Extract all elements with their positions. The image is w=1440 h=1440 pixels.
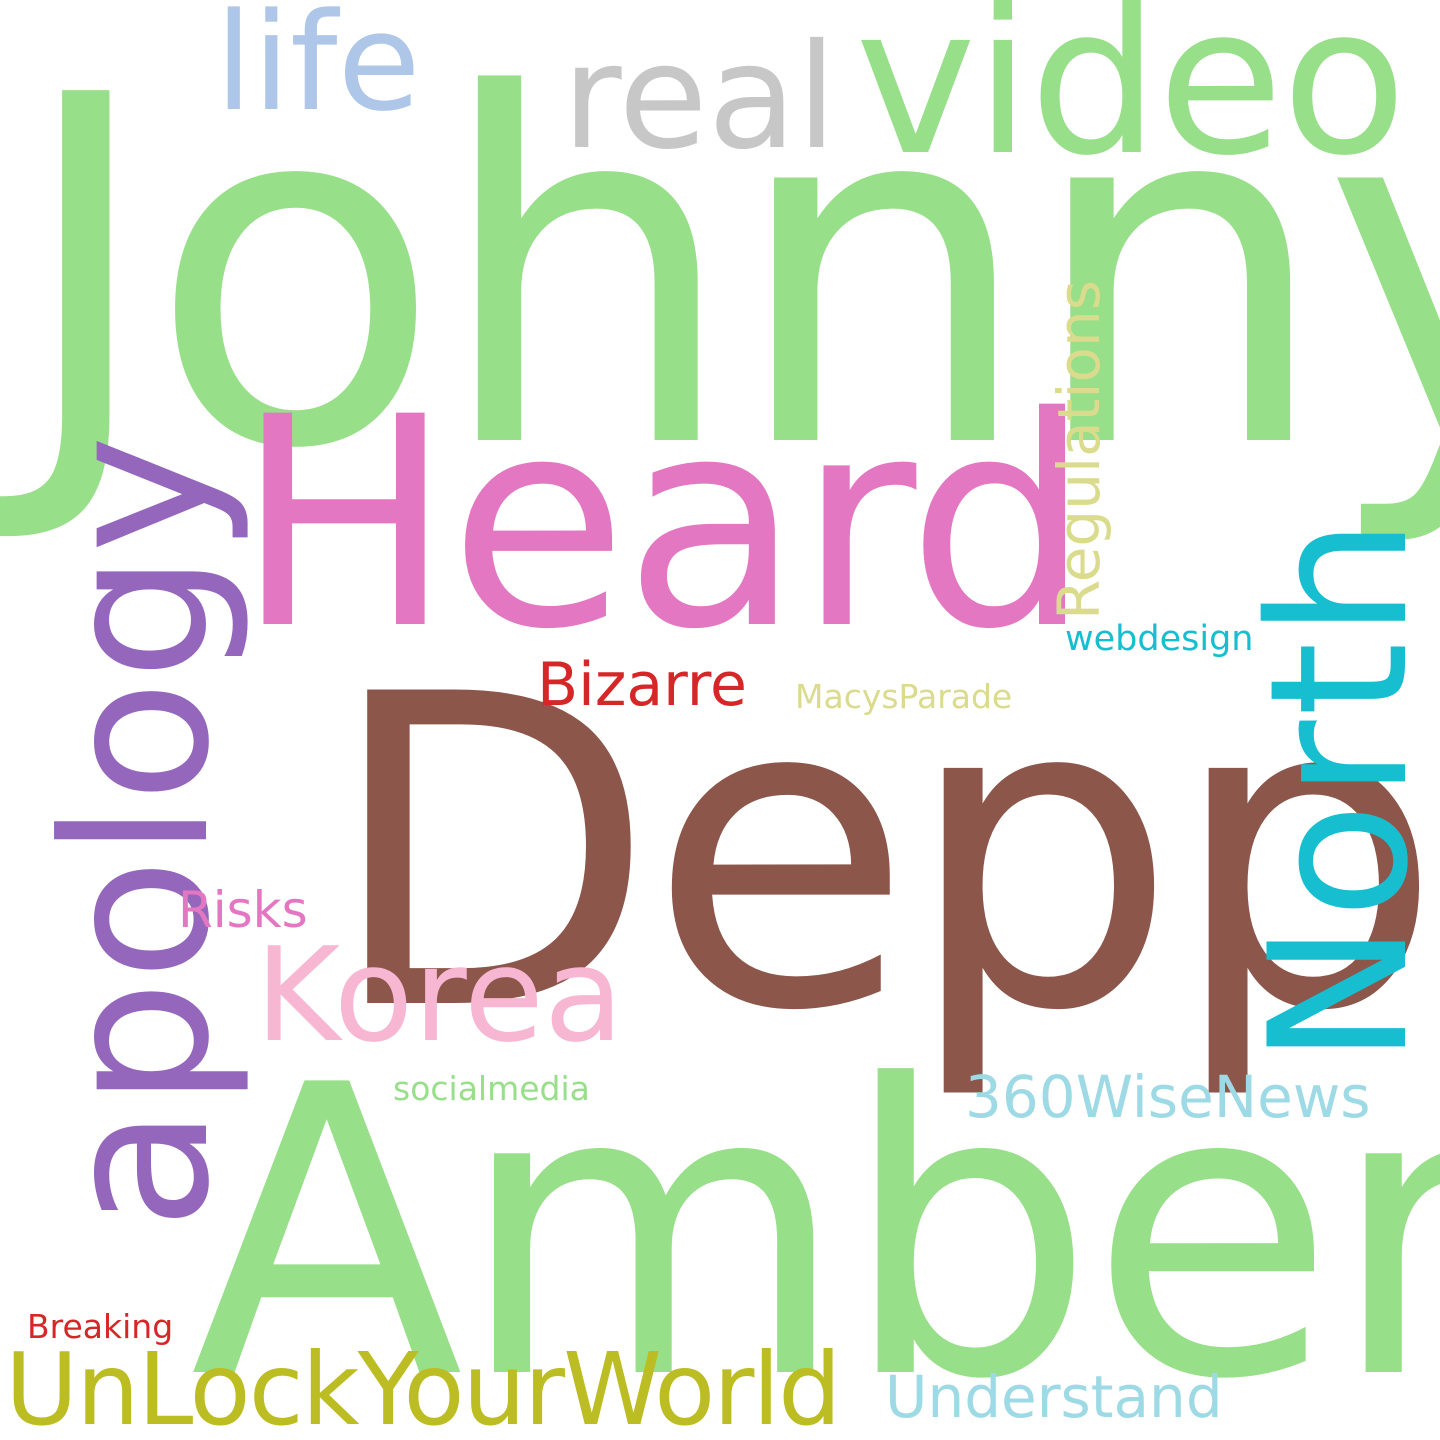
word-bizarre: Bizarre bbox=[537, 650, 747, 720]
word-amber: Amber bbox=[190, 1002, 1440, 1440]
word-macysparade: MacysParade bbox=[795, 677, 1013, 716]
word-breaking: Breaking bbox=[27, 1307, 174, 1346]
word-johnny: Johnny bbox=[15, 0, 1440, 554]
word-life: life bbox=[215, 0, 421, 141]
word-apology: apology bbox=[21, 434, 254, 1230]
word-understand: Understand bbox=[885, 1363, 1223, 1431]
word-north: North bbox=[1229, 513, 1440, 1065]
word-korea: Korea bbox=[255, 919, 624, 1071]
word-video: video bbox=[855, 0, 1407, 201]
word-socialmedia: socialmedia bbox=[393, 1069, 590, 1108]
word-unlockyourworld: UnLockYourWorld bbox=[5, 1331, 842, 1440]
word-risks: Risks bbox=[178, 881, 308, 939]
word-real: real bbox=[562, 13, 837, 182]
word-webdesign: webdesign bbox=[1065, 619, 1254, 659]
word-depp: Depp bbox=[325, 605, 1440, 1105]
word-heard: Heard bbox=[235, 356, 1091, 693]
word-regulations: Regulations bbox=[1045, 280, 1113, 620]
word-360wisenews: 360WiseNews bbox=[965, 1063, 1371, 1131]
